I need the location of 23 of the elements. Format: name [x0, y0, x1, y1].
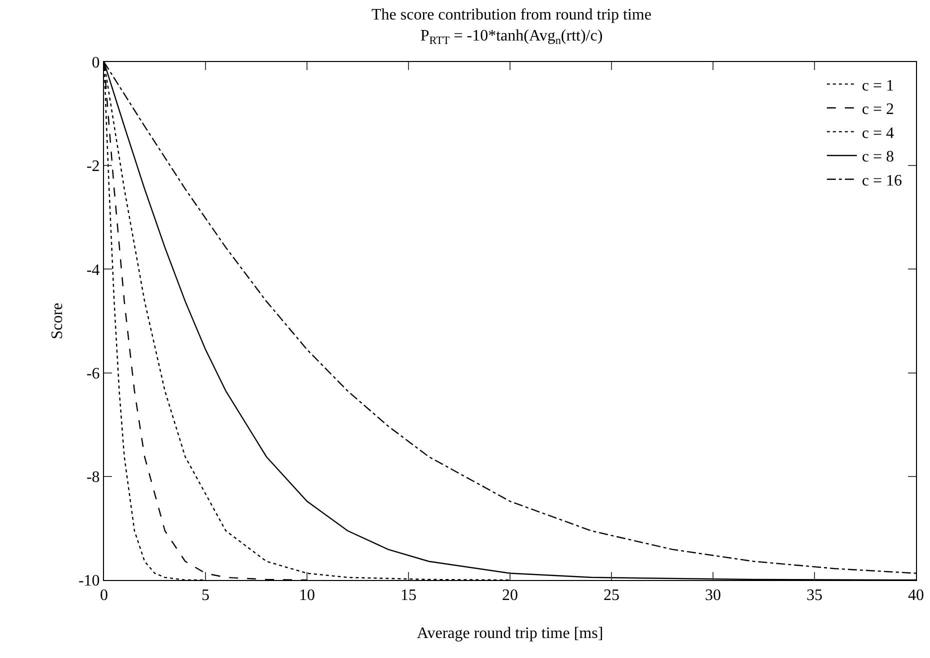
- x-tick-label: 40: [908, 587, 924, 604]
- y-tick-label: 0: [92, 54, 100, 72]
- x-tick-label: 20: [502, 587, 518, 604]
- x-tick-label: 15: [400, 587, 416, 604]
- chart-subtitle: P$_{RTT}$ = -10*tanh(Avg$_{n}$(rtt)/c): [420, 28, 603, 47]
- x-tick-label: 5: [202, 587, 210, 604]
- y-tick-label: -4: [86, 262, 100, 279]
- y-tick-label: -8: [86, 469, 100, 486]
- x-tick-label: 35: [806, 587, 822, 604]
- legend-label: c = 1: [862, 77, 894, 94]
- x-tick-label: 10: [299, 587, 315, 604]
- x-tick-label: 30: [705, 587, 721, 604]
- y-tick-label: -6: [86, 365, 100, 382]
- x-tick-label: 25: [604, 587, 620, 604]
- y-tick-label: -2: [86, 158, 100, 176]
- x-axis-title: Average round trip time [ms]: [416, 625, 604, 642]
- legend-label: c = 2: [862, 101, 894, 118]
- y-axis-title: Score: [49, 302, 66, 340]
- legend-label: c = 8: [862, 148, 894, 166]
- chart-title: The score contribution from round trip time: [372, 6, 652, 24]
- y-tick-label: -10: [78, 572, 100, 590]
- legend-label: c = 4: [862, 124, 894, 142]
- legend-label: c = 16: [862, 172, 902, 190]
